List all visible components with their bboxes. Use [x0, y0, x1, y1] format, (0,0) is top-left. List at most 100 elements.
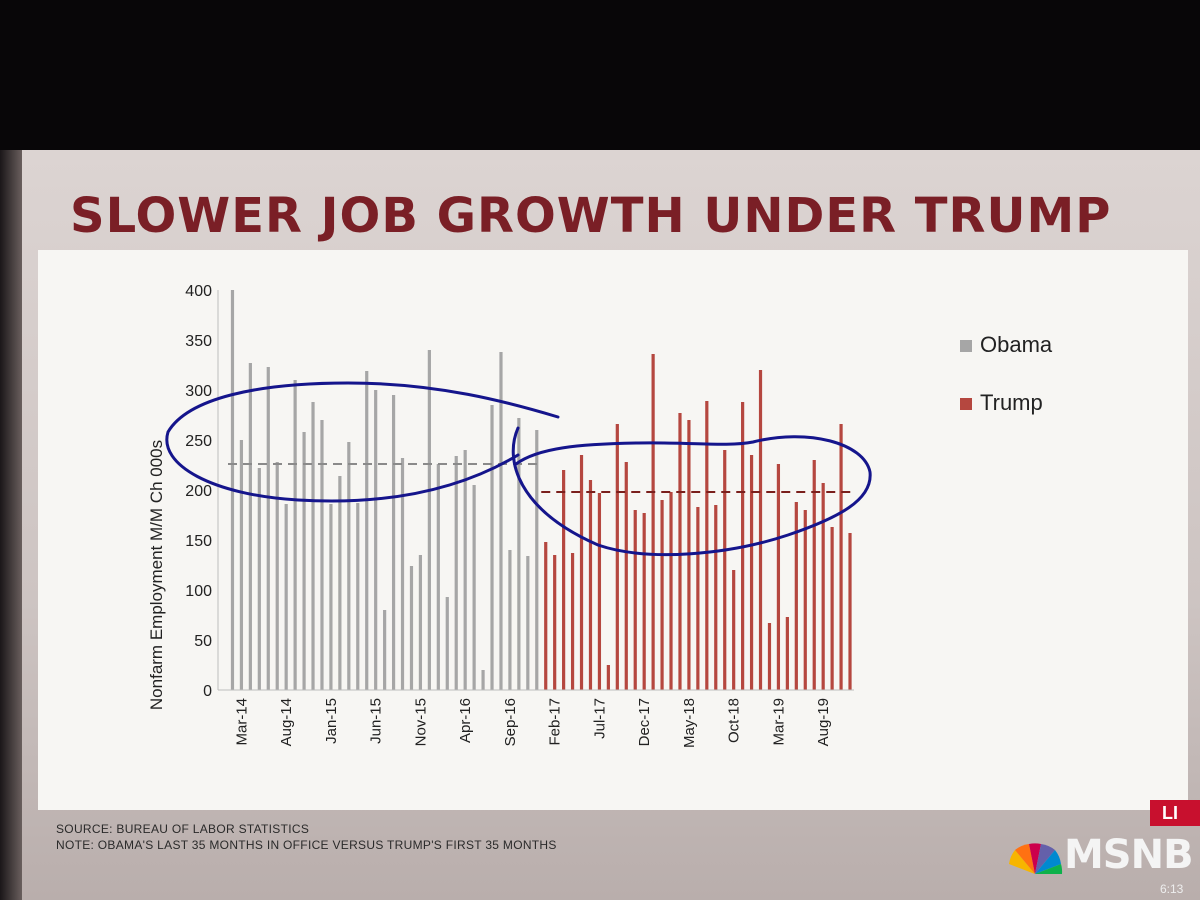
bar-trump-Aug-17	[606, 665, 610, 690]
bar-trump-Apr-17	[570, 553, 575, 690]
bar-obama-Apr-16	[463, 450, 467, 690]
source-note: SOURCE: BUREAU OF LABOR STATISTICS	[56, 822, 310, 836]
bar-obama-Nov-15	[418, 555, 423, 690]
bar-trump-Apr-19	[785, 617, 789, 690]
graphic-title: SLOWER JOB GROWTH UNDER TRUMP	[70, 188, 1112, 244]
bar-obama-Apr-14	[248, 363, 252, 690]
bar-obama-Mar-16	[454, 456, 458, 690]
bar-trump-Dec-17	[642, 513, 646, 690]
bar-trump-May-19	[794, 502, 798, 690]
bars-group	[230, 290, 852, 690]
bar-trump-Jul-18	[705, 401, 709, 690]
x-tick-label: Mar-14	[233, 698, 250, 746]
bar-trump-Feb-17	[553, 555, 557, 690]
y-tick-label: 50	[194, 633, 212, 650]
x-tick-label: Aug-14	[278, 698, 295, 746]
legend-label-obama: Obama	[980, 332, 1053, 357]
bar-trump-Aug-19	[821, 483, 825, 690]
bar-obama-Sep-16	[508, 550, 512, 690]
x-tick-label: May-18	[681, 698, 698, 748]
x-tick-label: Jan-15	[323, 698, 340, 744]
bar-obama-Jun-14	[266, 367, 270, 690]
bar-obama-Jul-15	[383, 610, 387, 690]
bar-trump-Sep-17	[615, 424, 619, 690]
bar-obama-Oct-15	[409, 566, 414, 690]
x-axis-ticks: Mar-14 Aug-14 Jan-15 Jun-15 Nov-15 Apr-16 Sep-…	[233, 698, 832, 748]
bar-obama-Aug-16	[499, 352, 503, 690]
bar-obama-May-16	[472, 485, 476, 690]
bar-trump-May-17	[579, 455, 584, 690]
average-lines	[228, 463, 855, 493]
bar-obama-Oct-16	[517, 418, 521, 690]
bar-trump-Jan-19	[758, 370, 763, 690]
chart-panel: Nonfarm Employment M/M Ch 000s 0 50 100 150…	[38, 250, 1188, 810]
bar-obama-Feb-15	[338, 476, 342, 690]
bar-obama-Dec-14	[320, 420, 324, 690]
bar-trump-Oct-18	[732, 570, 736, 690]
broadcast-clock: 6:13	[1160, 882, 1184, 896]
bar-obama-May-15	[365, 371, 369, 690]
x-tick-label: Dec-17	[636, 698, 653, 746]
bar-obama-Nov-14	[311, 402, 315, 690]
bar-trump-Sep-19	[830, 527, 834, 690]
legend-swatch-obama	[960, 340, 972, 352]
y-tick-label: 150	[185, 533, 212, 550]
y-tick-label: 300	[185, 383, 212, 400]
x-tick-label: Nov-15	[412, 698, 429, 746]
bar-obama-Dec-16	[535, 430, 539, 690]
annotation-circle-obama	[165, 381, 560, 503]
x-tick-label: Mar-19	[770, 698, 787, 746]
live-badge: LI	[1150, 800, 1200, 826]
y-tick-label: 350	[185, 333, 212, 350]
bar-trump-Jun-18	[696, 507, 700, 690]
y-tick-label: 0	[203, 683, 212, 700]
y-axis-ticks: 0 50 100 150 200 250 300 350 400	[185, 283, 212, 700]
x-tick-label: Oct-18	[726, 698, 743, 743]
bar-obama-Sep-14	[293, 380, 297, 690]
y-tick-label: 250	[185, 433, 212, 450]
network-logo-text: MSNB	[1064, 832, 1194, 878]
y-tick-label: 400	[185, 283, 212, 300]
bar-trump-Apr-18	[678, 413, 682, 690]
bar-trump-Jun-19	[803, 510, 807, 690]
bar-obama-Mar-15	[347, 442, 351, 690]
bar-trump-Jul-17	[597, 493, 602, 690]
bar-obama-Jul-16	[490, 405, 494, 690]
bar-trump-Nov-19	[848, 533, 852, 690]
bar-trump-Mar-17	[562, 470, 566, 690]
bar-obama-Mar-14	[239, 440, 244, 690]
bar-trump-Oct-19	[839, 424, 843, 690]
bar-obama-Jul-14	[275, 462, 279, 690]
bar-obama-Dec-15	[427, 350, 431, 690]
bar-trump-Mar-18	[669, 492, 673, 690]
bar-obama-Feb-16	[445, 597, 449, 690]
bar-trump-Jan-17	[544, 542, 548, 690]
peacock-logo-icon	[1009, 843, 1063, 874]
bar-trump-Sep-18	[723, 450, 727, 690]
tv-bezel	[0, 150, 22, 900]
x-tick-label: Sep-16	[502, 698, 519, 746]
y-axis-label: Nonfarm Employment M/M Ch 000s	[147, 440, 166, 710]
bar-trump-Jan-18	[651, 354, 655, 690]
bar-trump-Dec-18	[749, 455, 754, 690]
bar-trump-Nov-17	[633, 510, 637, 690]
bar-obama-Oct-14	[302, 432, 306, 690]
x-tick-label: Jul-17	[591, 698, 608, 739]
bar-trump-Mar-19	[776, 464, 781, 690]
legend: Obama Trump	[960, 332, 1053, 415]
hand-drawn-annotations	[165, 381, 872, 557]
bar-trump-Jun-17	[588, 480, 593, 690]
x-tick-label: Aug-19	[815, 698, 832, 746]
legend-label-trump: Trump	[980, 390, 1043, 415]
bar-trump-Aug-18	[714, 505, 718, 690]
comparison-note: NOTE: OBAMA'S LAST 35 MONTHS IN OFFICE V…	[56, 838, 557, 852]
bar-chart: Nonfarm Employment M/M Ch 000s 0 50 100 150…	[147, 283, 1053, 748]
bar-trump-Jul-19	[812, 460, 816, 690]
bar-obama-Jun-16	[481, 670, 485, 690]
annotation-circle-trump	[511, 426, 872, 557]
bar-trump-Oct-17	[624, 462, 628, 690]
bar-obama-Aug-15	[391, 395, 396, 690]
x-tick-label: Jun-15	[368, 698, 385, 744]
legend-swatch-trump	[960, 398, 972, 410]
bar-obama-Apr-15	[356, 503, 360, 690]
